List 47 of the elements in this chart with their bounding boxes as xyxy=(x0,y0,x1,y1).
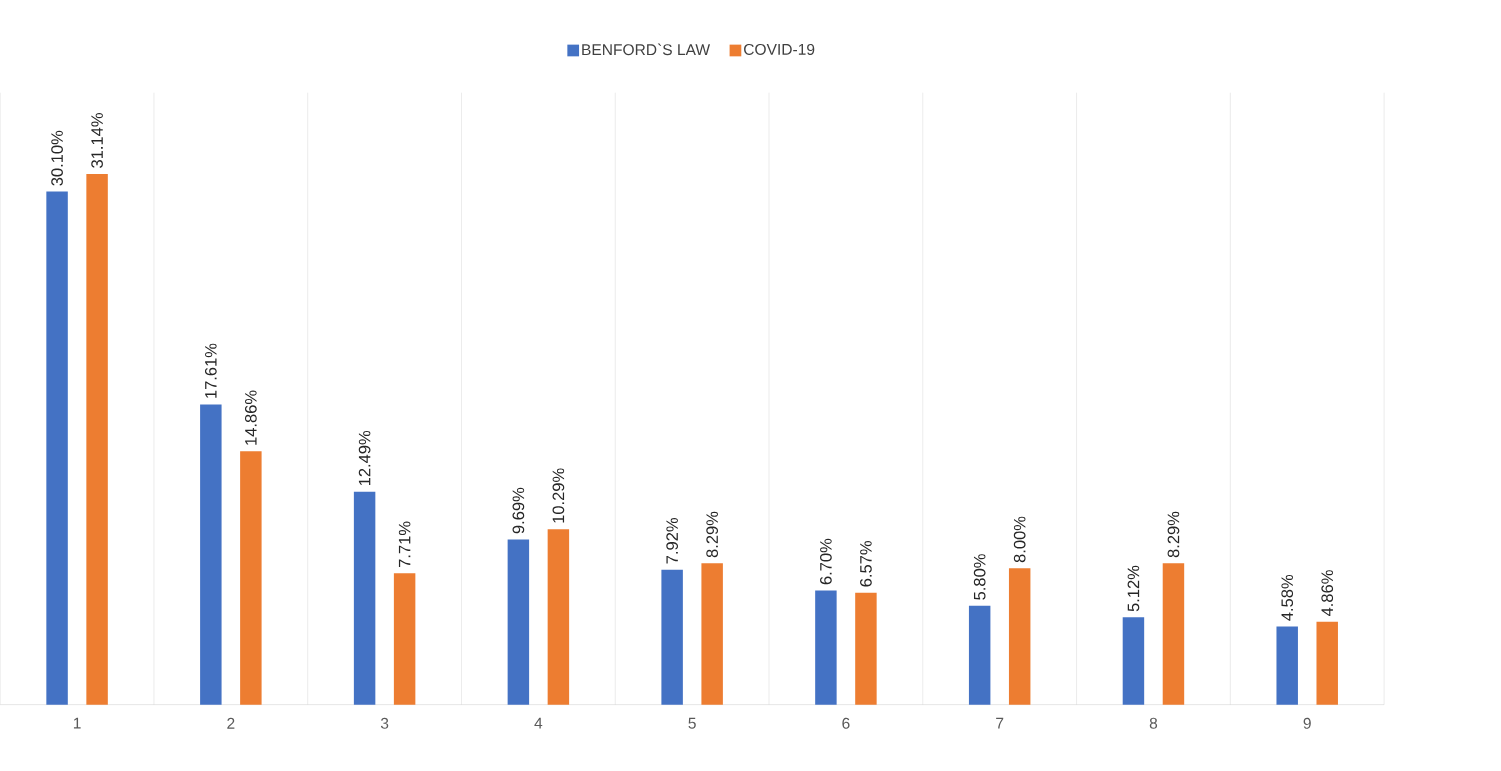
bar xyxy=(240,451,262,705)
bar xyxy=(1276,626,1298,705)
bar xyxy=(815,590,837,705)
x-tick-label: 6 xyxy=(842,717,850,729)
data-label: 12.49% xyxy=(358,430,371,486)
data-label: 17.61% xyxy=(204,343,217,398)
bar xyxy=(1316,621,1338,705)
data-label: 4.58% xyxy=(1281,574,1294,621)
data-label: 14.86% xyxy=(245,390,257,445)
data-label: 7.92% xyxy=(666,518,678,564)
bar xyxy=(701,563,723,705)
data-label: 5.12% xyxy=(1127,565,1140,612)
data-label: 4.86% xyxy=(1321,570,1334,617)
bar xyxy=(968,605,991,705)
x-tick-label: 9 xyxy=(1303,717,1311,729)
x-tick-label: 3 xyxy=(380,717,389,729)
bar xyxy=(855,592,877,705)
x-tick-label: 7 xyxy=(996,717,1004,729)
bar xyxy=(393,573,416,705)
x-tick-label: 4 xyxy=(534,717,543,729)
data-label: 5.80% xyxy=(973,554,986,600)
data-label: 9.69% xyxy=(512,487,525,534)
bar xyxy=(661,569,683,705)
legend-label: COVID-19 xyxy=(744,43,815,55)
data-label: 7.71% xyxy=(398,521,411,567)
data-label: 8.29% xyxy=(1167,511,1180,558)
bar xyxy=(46,191,68,705)
bar xyxy=(1008,568,1031,705)
x-tick-label: 1 xyxy=(73,717,81,729)
x-tick-label: 2 xyxy=(227,717,235,729)
data-label: 10.29% xyxy=(552,468,565,523)
data-label: 8.00% xyxy=(1013,516,1026,563)
bar xyxy=(547,529,570,705)
bar xyxy=(86,173,108,705)
bar xyxy=(200,404,222,705)
x-tick-label: 8 xyxy=(1149,717,1158,729)
bar xyxy=(1162,563,1185,705)
data-label: 31.14% xyxy=(91,113,103,168)
bar xyxy=(507,539,530,705)
data-label: 30.10% xyxy=(51,130,63,186)
bar xyxy=(1122,617,1145,705)
data-label: 8.29% xyxy=(706,511,719,558)
data-label: 6.70% xyxy=(820,538,832,585)
x-tick-label: 5 xyxy=(688,717,696,729)
legend-label: BENFORD`S LAW xyxy=(582,43,711,56)
bar xyxy=(353,491,376,705)
data-label: 6.57% xyxy=(860,541,872,587)
